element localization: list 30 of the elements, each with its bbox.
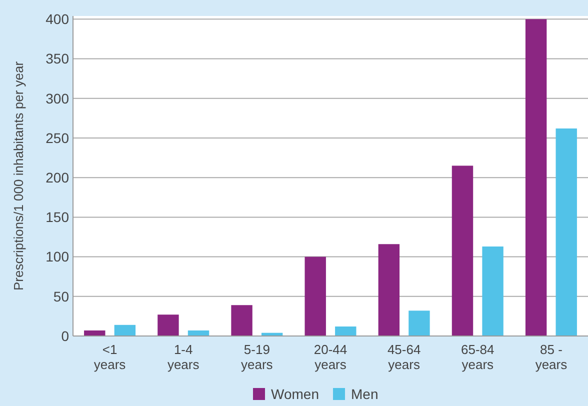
bar — [378, 244, 400, 336]
y-tick-label: 150 — [46, 209, 70, 226]
bar — [482, 246, 504, 336]
legend-label: Men — [351, 386, 378, 402]
bar — [525, 19, 547, 336]
bar — [335, 326, 356, 336]
y-tick-label: 200 — [46, 169, 70, 186]
bar — [158, 314, 179, 336]
x-tick-label: 45-64 years — [387, 342, 421, 372]
x-tick-label: <1 years — [94, 342, 126, 372]
x-tick-label: 20-44 years — [314, 342, 348, 372]
bar — [231, 305, 252, 336]
y-tick-label: 350 — [46, 50, 70, 67]
bar — [304, 256, 326, 336]
legend-label: Women — [271, 386, 319, 402]
y-tick-label: 400 — [46, 11, 70, 28]
bar — [556, 128, 577, 336]
y-tick-label: 50 — [53, 288, 70, 304]
bar — [408, 310, 430, 336]
y-axis-title: Prescriptions/1 000 inhabitants per year — [11, 60, 26, 291]
y-tick-label: 0 — [61, 328, 70, 344]
x-tick-label: 1-4 years — [167, 342, 200, 372]
y-tick-label: 300 — [46, 90, 70, 106]
y-tick-label: 250 — [46, 130, 70, 146]
x-tick-label: 85 - years — [535, 342, 568, 372]
x-tick-label: 65-84 years — [461, 342, 494, 372]
y-tick-label: 100 — [46, 248, 70, 265]
bar — [452, 166, 474, 336]
x-tick-label: 5-19 years — [241, 342, 274, 372]
bar — [114, 324, 136, 336]
